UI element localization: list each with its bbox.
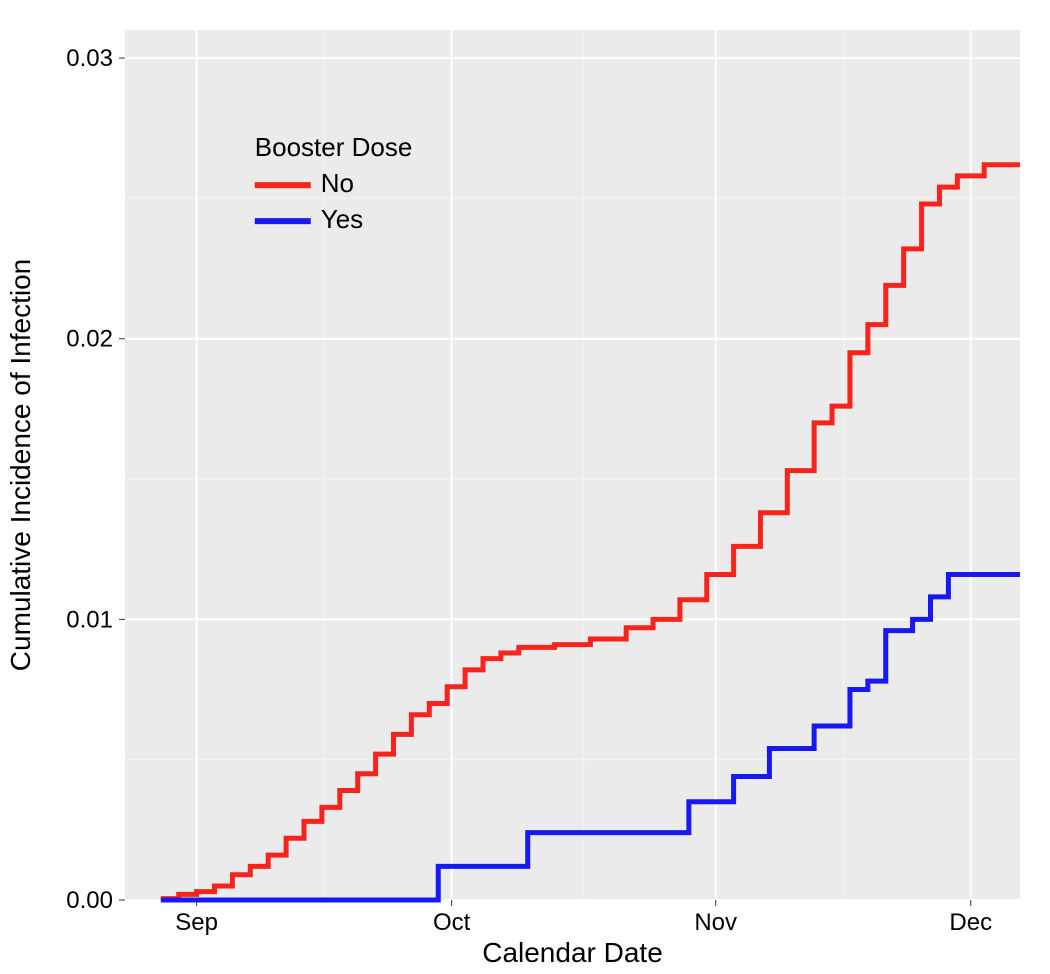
legend-label: Yes (321, 204, 363, 234)
y-tick-label: 0.00 (66, 887, 113, 914)
legend-title: Booster Dose (255, 132, 413, 162)
x-tick-label: Dec (949, 909, 992, 936)
legend-key (255, 182, 311, 188)
x-tick-label: Nov (694, 909, 737, 936)
x-axis-title: Calendar Date (482, 937, 663, 968)
legend-key (255, 218, 311, 224)
y-tick-label: 0.01 (66, 606, 113, 633)
x-tick-label: Sep (175, 909, 218, 936)
y-axis-title: Cumulative Incidence of Infection (5, 259, 36, 671)
legend-label: No (321, 168, 354, 198)
x-tick-label: Oct (433, 909, 471, 936)
y-tick-label: 0.02 (66, 326, 113, 353)
chart-container: 0.00 0.01 0.02 0.03 Sep Oct Nov Dec Calendar Dat… (0, 0, 1050, 974)
y-tick-label: 0.03 (66, 45, 113, 72)
cumulative-incidence-chart: 0.00 0.01 0.02 0.03 Sep Oct Nov Dec Calendar Dat… (0, 0, 1050, 974)
